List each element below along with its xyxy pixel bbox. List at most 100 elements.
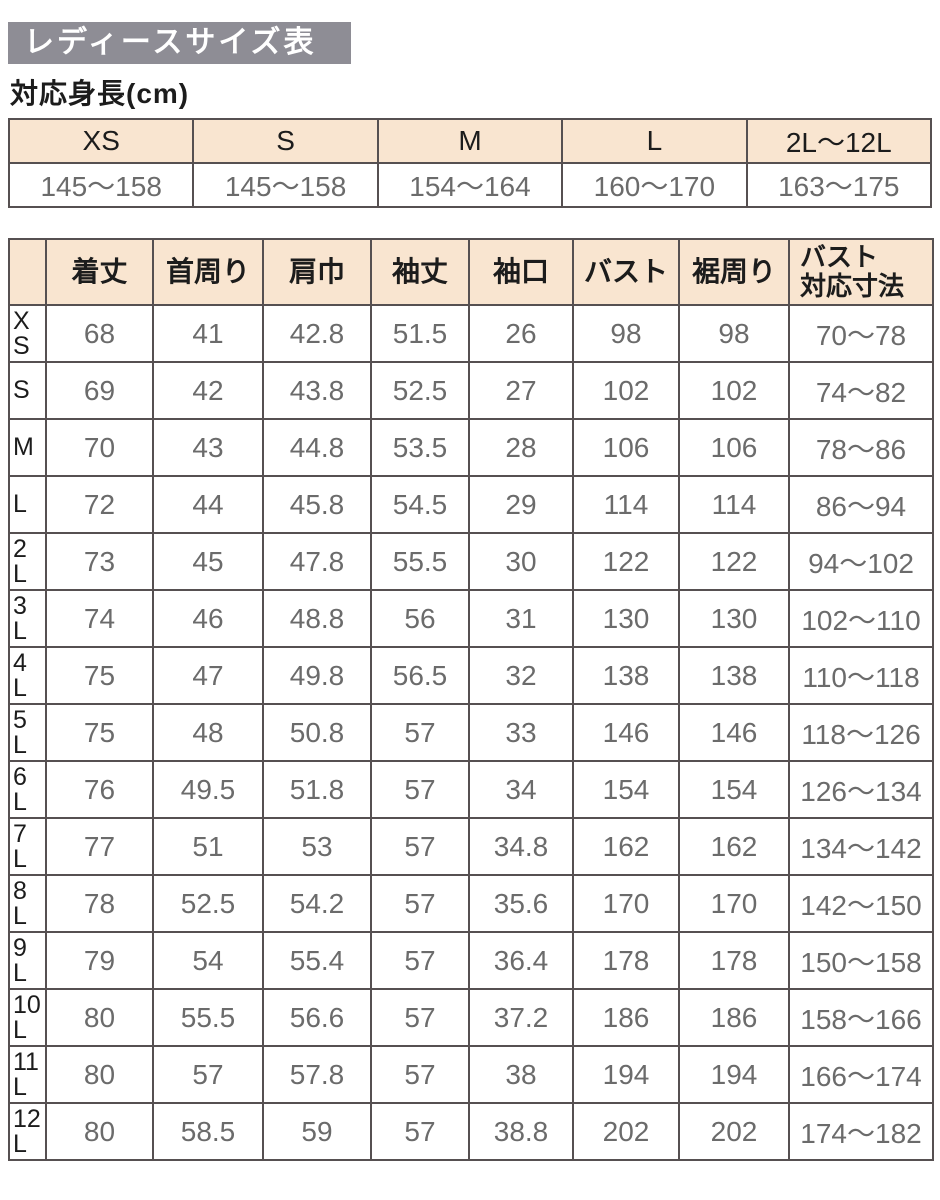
measure-value: 138 — [572, 646, 680, 705]
measure-value: 54 — [152, 931, 264, 990]
measure-col-header: 裾周り — [678, 238, 790, 306]
measure-value: 114 — [572, 475, 680, 534]
measure-value: 75 — [45, 703, 154, 762]
size-row-label: 10 L — [8, 988, 47, 1047]
height-range-value: 145〜158 — [192, 162, 379, 208]
measure-value: 118〜126 — [788, 703, 934, 762]
measure-value: 178 — [572, 931, 680, 990]
table-row: 4 L 75 47 49.8 56.5 32 138 138 110〜118 — [8, 646, 934, 705]
height-range-value: 145〜158 — [7, 162, 195, 208]
measure-value: 34 — [468, 760, 574, 819]
table-row: 5 L 75 48 50.8 57 33 146 146 118〜126 — [8, 703, 934, 762]
measure-value: 49.8 — [262, 646, 372, 705]
size-row-label: 5 L — [8, 703, 47, 762]
size-row-label: 4 L — [8, 646, 47, 705]
measure-value: 42.8 — [262, 304, 372, 363]
size-row-label: 11 L — [8, 1045, 47, 1104]
measure-value: 37.2 — [468, 988, 574, 1047]
measure-value: 78〜86 — [788, 418, 934, 477]
table-row: X S 68 41 42.8 51.5 26 98 98 70〜78 — [8, 304, 934, 363]
measure-col-header: バスト 対応寸法 — [788, 238, 934, 306]
measure-value: 80 — [45, 1045, 154, 1104]
measure-value: 202 — [572, 1102, 680, 1161]
measure-value: 57 — [370, 760, 470, 819]
measure-value: 57 — [370, 874, 470, 933]
measure-col-header: 首周り — [152, 238, 264, 306]
measure-value: 27 — [468, 361, 574, 420]
measure-value: 130 — [678, 589, 790, 648]
measure-value: 134〜142 — [788, 817, 934, 876]
measure-value: 57 — [370, 1045, 470, 1104]
measure-col-header: 着丈 — [45, 238, 154, 306]
measure-value: 35.6 — [468, 874, 574, 933]
measure-value: 43.8 — [262, 361, 372, 420]
measure-value: 57 — [370, 1102, 470, 1161]
height-range-value: 160〜170 — [561, 162, 748, 208]
height-col-header: M — [376, 118, 564, 164]
measurements-header-row: 着丈 首周り 肩巾 袖丈 袖口 バスト 裾周り バスト 対応寸法 — [8, 238, 934, 306]
measure-value: 29 — [468, 475, 574, 534]
measure-value: 80 — [45, 988, 154, 1047]
measure-value: 98 — [678, 304, 790, 363]
height-col-header: XS — [7, 118, 195, 164]
size-row-label: 6 L — [8, 760, 47, 819]
measure-value: 146 — [678, 703, 790, 762]
measure-value: 56 — [370, 589, 470, 648]
measure-value: 36.4 — [468, 931, 574, 990]
measure-value: 102 — [572, 361, 680, 420]
measure-value: 146 — [572, 703, 680, 762]
measure-value: 122 — [678, 532, 790, 591]
size-row-label: 7 L — [8, 817, 47, 876]
measure-value: 106 — [678, 418, 790, 477]
measure-value: 57 — [152, 1045, 264, 1104]
measure-value: 55.5 — [152, 988, 264, 1047]
measure-value: 162 — [678, 817, 790, 876]
measure-value: 75 — [45, 646, 154, 705]
measure-value: 45.8 — [262, 475, 372, 534]
measure-value: 114 — [678, 475, 790, 534]
measure-value: 52.5 — [370, 361, 470, 420]
measure-value: 51 — [152, 817, 264, 876]
measure-value: 56.5 — [370, 646, 470, 705]
measure-value: 38 — [468, 1045, 574, 1104]
measure-value: 142〜150 — [788, 874, 934, 933]
measure-value: 154 — [572, 760, 680, 819]
measure-value: 56.6 — [262, 988, 372, 1047]
table-row: 3 L 74 46 48.8 56 31 130 130 102〜110 — [8, 589, 934, 648]
measure-value: 49.5 — [152, 760, 264, 819]
table-row: 10 L 80 55.5 56.6 57 37.2 186 186 158〜166 — [8, 988, 934, 1047]
measure-value: 55.4 — [262, 931, 372, 990]
measure-value: 150〜158 — [788, 931, 934, 990]
measure-value: 26 — [468, 304, 574, 363]
height-col-header: L — [561, 118, 748, 164]
measure-value: 122 — [572, 532, 680, 591]
measure-value: 170 — [572, 874, 680, 933]
size-row-label: 2 L — [8, 532, 47, 591]
measure-value: 33 — [468, 703, 574, 762]
measure-value: 30 — [468, 532, 574, 591]
measure-col-header: 袖口 — [468, 238, 574, 306]
height-range-value: 154〜164 — [376, 162, 564, 208]
measure-value: 54.5 — [370, 475, 470, 534]
measure-value: 170 — [678, 874, 790, 933]
measure-value: 58.5 — [152, 1102, 264, 1161]
measure-value: 57 — [370, 931, 470, 990]
measure-value: 70 — [45, 418, 154, 477]
size-row-label: L — [8, 475, 47, 534]
table-row: L 72 44 45.8 54.5 29 114 114 86〜94 — [8, 475, 934, 534]
measure-value: 44 — [152, 475, 264, 534]
page-title: レディースサイズ表 — [8, 22, 351, 64]
measure-value: 50.8 — [262, 703, 372, 762]
measure-value: 28 — [468, 418, 574, 477]
measure-value: 73 — [45, 532, 154, 591]
measure-value: 70〜78 — [788, 304, 934, 363]
measure-value: 38.8 — [468, 1102, 574, 1161]
measure-value: 41 — [152, 304, 264, 363]
table-row: S 69 42 43.8 52.5 27 102 102 74〜82 — [8, 361, 934, 420]
size-row-label: 3 L — [8, 589, 47, 648]
table-row: M 70 43 44.8 53.5 28 106 106 78〜86 — [8, 418, 934, 477]
measure-value: 186 — [678, 988, 790, 1047]
measurements-body: X S 68 41 42.8 51.5 26 98 98 70〜78 S 69 42 43.8 52.5 2… — [8, 304, 934, 1161]
measure-col-header: 袖丈 — [370, 238, 470, 306]
size-row-label: 8 L — [8, 874, 47, 933]
